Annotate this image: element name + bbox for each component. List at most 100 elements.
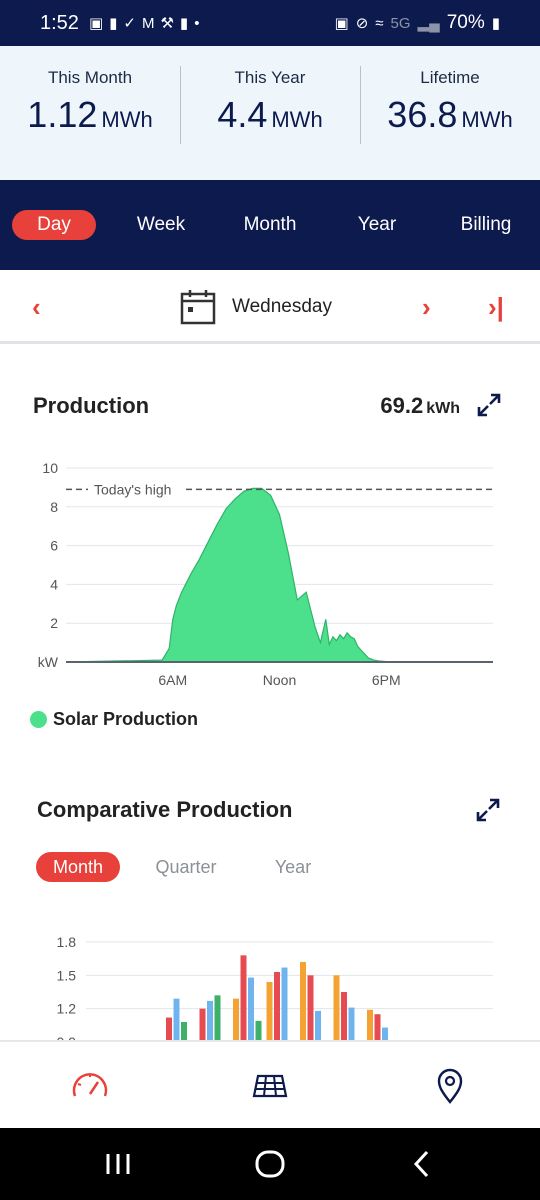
summary-value: 36.8 <box>387 94 458 135</box>
status-bar: 1:52 ▣ ▮ ✓ M ⚒ ▮ • ▣ ⊘ ≈ 5G ▂▄ 70% ▮ <box>0 0 540 46</box>
location-pin-icon[interactable] <box>430 1066 470 1106</box>
signal-icon: ▂▄ <box>417 15 440 32</box>
tab-week[interactable]: Week <box>136 214 186 235</box>
y-tick-label: 1.2 <box>57 1001 77 1017</box>
comparative-bar <box>166 1017 172 1040</box>
legend-label: Solar Production <box>53 709 199 729</box>
comparative-bar <box>181 1022 187 1040</box>
dashboard-gauge-icon[interactable] <box>70 1066 110 1106</box>
compare-tab-year[interactable]: Year <box>274 857 312 877</box>
summary-this-year: This Year 4.4 MWh <box>180 46 360 180</box>
energy-summary: This Month 1.12 MWh This Year 4.4 MWh Life… <box>0 46 540 180</box>
selected-day[interactable]: Wednesday <box>232 296 332 317</box>
comparative-bar <box>307 975 314 1040</box>
comparative-chart: 0.9 1.2 1.5 1.8 <box>57 934 493 1040</box>
check-icon: ✓ <box>123 15 136 32</box>
summary-label: This Month <box>47 68 133 87</box>
comparative-bar <box>281 967 288 1040</box>
expand-comparative-icon[interactable] <box>475 797 501 823</box>
todays-high-label: Today's high <box>94 481 171 497</box>
x-tick-label: Noon <box>263 672 296 688</box>
id-icon: ▮ <box>179 15 189 32</box>
period-tabs: Day Week Month Year Billing <box>0 180 540 270</box>
comparative-bar <box>374 1014 381 1040</box>
production-total: 69.2 kWh <box>380 393 460 419</box>
dot-icon: • <box>194 14 200 32</box>
battery-icon: ▮ <box>491 15 500 32</box>
solar-panel-icon[interactable] <box>250 1066 290 1106</box>
y-tick-label: 1.5 <box>57 967 77 983</box>
summary-unit: MWh <box>101 107 153 132</box>
y-tick-label: 8 <box>50 499 58 515</box>
comparative-bar <box>233 998 239 1040</box>
wifi-icon: ≈ <box>375 14 384 32</box>
production-legend: Solar Production <box>30 709 198 730</box>
gmail-icon: M <box>141 14 155 32</box>
back-icon[interactable] <box>404 1146 440 1182</box>
x-tick-label: 6AM <box>158 672 187 688</box>
summary-unit: MWh <box>271 107 323 132</box>
calendar-icon[interactable] <box>180 289 216 325</box>
summary-value: 1.12 <box>27 94 98 135</box>
comparative-bar <box>173 998 180 1040</box>
battery-level: 70% <box>446 12 485 33</box>
compare-tab-month[interactable]: Month <box>36 852 120 882</box>
previous-day-button[interactable]: ‹ <box>32 292 41 322</box>
comparative-bar <box>333 975 340 1040</box>
tab-billing[interactable]: Billing <box>460 214 512 235</box>
expand-production-icon[interactable] <box>476 392 502 418</box>
lock-icon: ▣ <box>334 15 349 32</box>
comparative-bar <box>348 1007 355 1040</box>
summary-this-month: This Month 1.12 MWh <box>0 46 180 180</box>
system-navigation-bar <box>0 1128 540 1200</box>
production-total-unit: kWh <box>426 400 460 417</box>
wrench-icon: ⚒ <box>160 15 174 32</box>
tab-month[interactable]: Month <box>243 214 297 235</box>
summary-label: This Year <box>234 68 306 87</box>
compare-tab-quarter[interactable]: Quarter <box>155 857 217 877</box>
comparative-bar <box>248 977 254 1040</box>
summary-label: Lifetime <box>420 68 480 87</box>
comparative-bar <box>199 1008 206 1040</box>
y-tick-label: 10 <box>42 460 58 476</box>
comparative-bar <box>300 962 306 1040</box>
comparative-bar <box>266 982 273 1040</box>
comparative-bar <box>240 955 247 1040</box>
summary-unit: MWh <box>461 107 513 132</box>
comparative-bar <box>207 1000 213 1040</box>
y-tick-label: 1.8 <box>57 934 77 950</box>
y-axis-unit-label: kW <box>38 654 59 670</box>
comparative-bar <box>274 972 280 1040</box>
system-icons: ▣ ⊘ ≈ 5G ▂▄ 70% ▮ <box>335 12 500 34</box>
status-time: 1:52 <box>40 11 79 34</box>
recent-apps-icon[interactable] <box>100 1146 136 1182</box>
id-icon: ▮ <box>109 15 118 32</box>
summary-lifetime: Lifetime 36.8 MWh <box>360 46 540 180</box>
tab-day[interactable]: Day <box>12 210 96 240</box>
summary-value: 4.4 <box>217 94 268 135</box>
calendar-icon: ▣ <box>88 15 104 32</box>
y-tick-label: 2 <box>50 615 58 631</box>
comparative-bar <box>255 1020 262 1040</box>
production-total-value: 69.2 <box>380 393 424 418</box>
x-tick-label: 6PM <box>372 672 401 688</box>
legend-swatch <box>30 711 47 728</box>
next-day-button[interactable]: › <box>422 292 431 322</box>
notification-icons: ▣ ▮ ✓ M ⚒ ▮ • <box>88 14 200 33</box>
comparative-bar <box>315 1010 321 1040</box>
production-chart: 2 4 6 8 10 kW Today's high 6AM Noon 6PM <box>38 460 493 688</box>
comparative-bar <box>382 1027 388 1040</box>
network-label: 5G <box>390 14 411 32</box>
home-icon[interactable] <box>252 1146 288 1182</box>
production-title: Production <box>33 393 150 418</box>
mute-icon: ⊘ <box>355 15 369 32</box>
jump-to-today-button[interactable]: ›| <box>488 292 504 322</box>
comparative-bar <box>214 995 221 1040</box>
comparative-bar <box>341 992 347 1040</box>
y-tick-label: 0.9 <box>57 1034 77 1040</box>
series-solar-production <box>65 487 493 663</box>
tab-year[interactable]: Year <box>357 214 397 235</box>
y-tick-label: 4 <box>50 576 58 592</box>
date-navigation: ‹ Wednesday › ›| <box>0 270 540 344</box>
comparative-bar <box>367 1009 373 1040</box>
